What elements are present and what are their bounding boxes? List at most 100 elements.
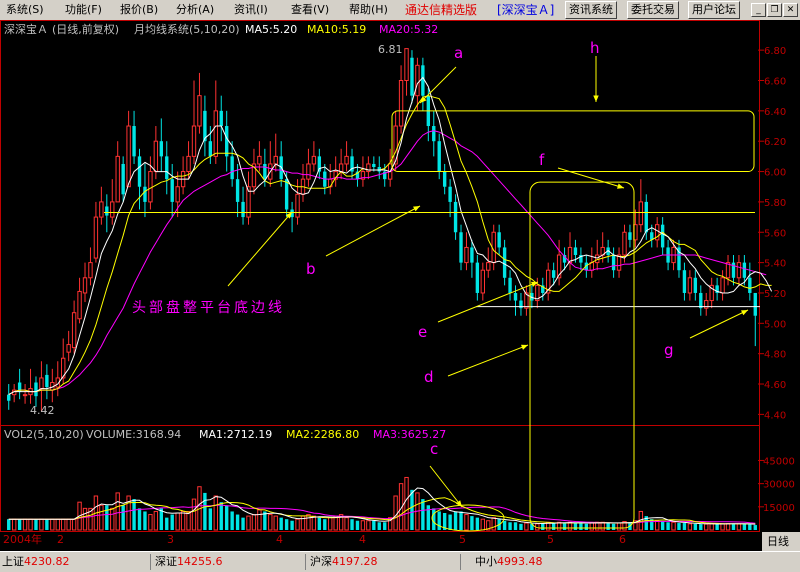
candle-body: [203, 110, 207, 142]
volume-bar: [502, 520, 507, 530]
volume-bar: [350, 519, 354, 530]
arrow-a-head: [420, 96, 427, 103]
candle-body: [344, 155, 349, 165]
candle-body: [628, 232, 632, 240]
volume-bar: [159, 508, 163, 530]
volume-bar: [562, 523, 567, 530]
candle-body: [464, 246, 469, 264]
ma5-line: [8, 76, 773, 396]
candle-body: [355, 171, 360, 180]
volume-bar: [748, 524, 752, 530]
volume-bar: [115, 492, 120, 531]
period-tab[interactable]: [762, 532, 800, 551]
menu-quote[interactable]: 报价(B): [120, 3, 159, 16]
arrow-a: [419, 66, 457, 104]
candle-body: [748, 277, 752, 293]
close-icon[interactable]: ✕: [783, 3, 798, 17]
menu-bar: 系统(S) 功能(F) 报价(B) 分析(A) 资讯(I) 查看(V) 帮助(H…: [0, 0, 800, 21]
price-tick-label: 6.00: [764, 168, 786, 179]
forum-button[interactable]: 用户论坛: [688, 1, 740, 19]
volume-bar: [519, 523, 523, 530]
candle-body: [556, 254, 562, 279]
date-label-5b: 5: [547, 533, 554, 546]
index-sz[interactable]: 深证14255.6: [155, 555, 223, 569]
date-label-2004: 2004年: [3, 532, 42, 546]
volume-bar: [175, 512, 180, 531]
chart-frames: [0, 20, 760, 532]
volume-bar: [650, 519, 654, 530]
volume-bar: [143, 511, 147, 530]
candle-body: [699, 292, 703, 309]
candle-body: [753, 292, 757, 316]
candle-body: [257, 155, 262, 165]
ma20-label: MA20:5.32: [379, 23, 438, 36]
index-zx[interactable]: 中小4993.48: [475, 555, 543, 569]
ma5-label: MA5:5.20: [245, 23, 297, 36]
volume-ma-line: [8, 487, 756, 525]
restore-icon[interactable]: ❐: [767, 3, 782, 17]
candle-body: [148, 171, 153, 203]
candle-body: [573, 247, 578, 256]
volume-axis: 45000 30000 15000: [758, 456, 795, 514]
menu-help[interactable]: 帮助(H): [349, 3, 388, 16]
candle-body: [284, 179, 289, 210]
candle-body: [132, 126, 136, 157]
candle-body: [459, 232, 463, 263]
price-tick-label: 6.40: [764, 107, 786, 118]
volume-bar: [556, 521, 562, 531]
menu-analysis[interactable]: 分析(A): [176, 3, 215, 16]
candle-body: [508, 277, 512, 293]
candle-body: [654, 224, 660, 241]
menu-view[interactable]: 查看(V): [291, 3, 330, 16]
candle-body: [530, 292, 534, 301]
status-bar: 上证4230.82 深证14255.6 沪深4197.28 中小4993.48: [0, 551, 800, 572]
volume-bar: [709, 523, 714, 531]
candle-body: [704, 300, 709, 309]
candle-body: [486, 262, 491, 271]
info-system-button[interactable]: 资讯系统: [565, 1, 617, 19]
ma10-label: MA10:5.19: [307, 23, 366, 36]
index-sh-label: 上证: [2, 555, 24, 568]
volume-bar: [17, 519, 22, 530]
volume-bar: [55, 518, 60, 531]
arrow-b: [325, 205, 421, 257]
candle-body: [22, 394, 28, 397]
volume-bar: [753, 525, 757, 530]
volume-bar: [616, 522, 622, 531]
label-f: f: [539, 151, 545, 169]
volume-bar: [61, 518, 66, 531]
volume-bar: [11, 518, 17, 531]
volume-bar: [432, 508, 436, 530]
menu-info[interactable]: 资讯(I): [234, 3, 268, 16]
candle-body: [442, 171, 447, 187]
candle-body: [137, 156, 142, 187]
trade-button[interactable]: 委托交易: [627, 1, 679, 19]
index-hs[interactable]: 沪深4197.28: [310, 555, 378, 569]
candle-body: [432, 126, 436, 142]
volume-bar: [704, 523, 709, 531]
candle-body: [159, 141, 163, 157]
index-sh[interactable]: 上证4230.82: [2, 555, 70, 569]
chart-area[interactable]: 6.80 6.60 6.40 6.20 6.00 5.80 5.60 5.40 5.20 5.00…: [0, 20, 800, 551]
minimize-icon[interactable]: _: [751, 3, 766, 17]
date-label-3: 3: [167, 533, 174, 546]
index-sh-value: 4230.82: [24, 555, 70, 568]
menu-system[interactable]: 系统(S): [6, 3, 44, 16]
volume-bar: [241, 517, 245, 530]
volume-bar: [633, 520, 638, 531]
volume-bar: [7, 519, 11, 530]
label-a: a: [454, 44, 463, 62]
volume-bar: [579, 523, 583, 530]
candle-body: [524, 292, 529, 309]
volume-bar: [323, 519, 327, 530]
menu-function[interactable]: 功能(F): [65, 3, 102, 16]
price-tick-label: 6.20: [764, 137, 786, 148]
candle-body: [82, 277, 88, 294]
vol-ma3: MA3:3625.27: [373, 428, 446, 441]
candle-body: [584, 262, 589, 271]
arrow-f: [557, 167, 625, 189]
candle-body: [126, 125, 131, 188]
candle-body: [372, 163, 376, 167]
candle-body: [470, 247, 474, 263]
volume-bar: [251, 514, 257, 531]
